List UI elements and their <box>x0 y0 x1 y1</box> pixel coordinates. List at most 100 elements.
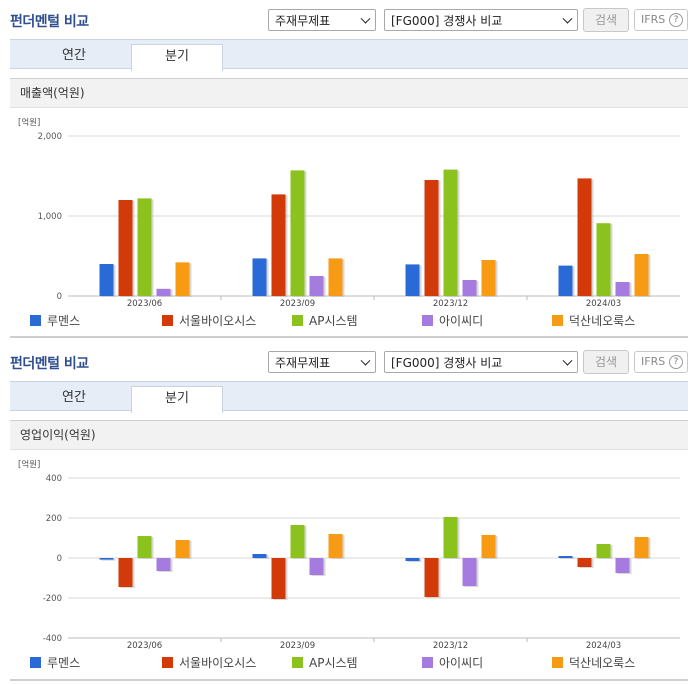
bar <box>271 194 286 296</box>
panel-header: 펀더멘털 비교 주재무제표 [FG000] 경쟁사 비교 검색 IFRS ? <box>0 0 696 38</box>
panel-operating-profit: 펀더멘털 비교 주재무제표 [FG000] 경쟁사 비교 검색 IFRS ? 연… <box>0 342 696 684</box>
legend-label: AP시스템 <box>309 656 358 670</box>
y-tick-label: 200 <box>46 514 62 524</box>
period-tabs: 연간 분기 <box>10 381 688 413</box>
legend-label: 덕산네오룩스 <box>569 314 636 328</box>
bar <box>328 258 343 296</box>
bar <box>99 558 114 560</box>
legend-item[interactable]: 루멘스 <box>30 654 80 671</box>
legend-swatch <box>292 315 303 326</box>
bar <box>156 558 171 571</box>
statement-type-select[interactable]: 주재무제표 <box>268 9 376 31</box>
unit-label: [억원] <box>18 117 40 128</box>
search-button[interactable]: 검색 <box>583 350 629 374</box>
legend-label: 서울바이오시스 <box>179 314 257 328</box>
chart-legend: 루멘스 서울바이오시스 AP시스템 아이씨디 덕산네오룩스 <box>30 654 690 670</box>
legend-item[interactable]: 아이씨디 <box>422 654 483 671</box>
legend-swatch <box>292 657 303 668</box>
bar <box>156 288 171 296</box>
search-button[interactable]: 검색 <box>583 8 629 32</box>
legend-label: 서울바이오시스 <box>179 656 257 670</box>
comparison-group-value: [FG000] 경쟁사 비교 <box>391 14 503 28</box>
x-tick-label: 2024/03 <box>586 641 621 651</box>
bar <box>481 260 496 296</box>
bar <box>577 178 592 296</box>
legend-item[interactable]: 덕산네오룩스 <box>552 654 635 671</box>
bar <box>481 535 496 558</box>
chevron-down-icon <box>562 13 573 24</box>
legend-item[interactable]: 덕산네오룩스 <box>552 312 635 329</box>
section-title: 매출액(억원) <box>10 78 688 108</box>
y-tick-label: -400 <box>43 634 62 644</box>
bar <box>462 280 477 296</box>
bar <box>118 558 133 587</box>
bar <box>405 558 420 561</box>
x-tick-label: 2023/06 <box>127 299 162 306</box>
y-tick-label: 2,000 <box>38 132 62 142</box>
legend-swatch <box>422 315 433 326</box>
comparison-group-value: [FG000] 경쟁사 비교 <box>391 356 503 370</box>
x-tick-label: 2023/06 <box>127 641 162 651</box>
bar <box>252 258 267 296</box>
tab-quarterly[interactable]: 분기 <box>131 44 223 71</box>
bar <box>137 198 152 296</box>
bar <box>405 264 420 296</box>
revenue-chart: [억원] 0 1,000 2,000 2023/06 2023/09 2023/12 2024… <box>18 117 680 306</box>
legend-swatch <box>422 657 433 668</box>
chart-legend: 루멘스 서울바이오시스 AP시스템 아이씨디 덕산네오룩스 <box>30 312 690 328</box>
x-tick-label: 2023/12 <box>433 299 468 306</box>
x-tick-label: 2023/09 <box>280 641 315 651</box>
divider <box>10 679 688 681</box>
statement-type-value: 주재무제표 <box>275 356 331 370</box>
bar <box>443 169 458 296</box>
legend-item[interactable]: AP시스템 <box>292 312 358 329</box>
bar <box>271 558 286 599</box>
bar <box>252 554 267 558</box>
legend-swatch <box>552 315 563 326</box>
statement-type-value: 주재무제표 <box>275 14 331 28</box>
legend-item[interactable]: AP시스템 <box>292 654 358 671</box>
ifrs-button[interactable]: IFRS ? <box>634 9 688 31</box>
legend-swatch <box>162 315 173 326</box>
help-icon[interactable]: ? <box>669 13 683 27</box>
chevron-down-icon <box>360 13 371 24</box>
panel-revenue: 펀더멘털 비교 주재무제표 [FG000] 경쟁사 비교 검색 IFRS ? 연… <box>0 0 696 338</box>
tab-quarterly[interactable]: 분기 <box>131 386 223 413</box>
bar <box>558 265 573 296</box>
bar <box>290 525 305 558</box>
y-tick-label: 1,000 <box>38 212 62 222</box>
comparison-group-select[interactable]: [FG000] 경쟁사 비교 <box>384 9 578 31</box>
legend-label: 아이씨디 <box>439 314 484 328</box>
unit-label: [억원] <box>18 459 40 470</box>
section-title: 영업이익(억원) <box>10 420 688 450</box>
legend-swatch <box>552 657 563 668</box>
tab-annual[interactable]: 연간 <box>62 48 86 63</box>
tab-annual[interactable]: 연간 <box>62 390 86 405</box>
help-icon[interactable]: ? <box>669 355 683 369</box>
ifrs-button[interactable]: IFRS ? <box>634 351 688 373</box>
panel-header: 펀더멘털 비교 주재무제표 [FG000] 경쟁사 비교 검색 IFRS ? <box>0 342 696 380</box>
legend-item[interactable]: 서울바이오시스 <box>162 654 256 671</box>
bar <box>634 254 649 296</box>
legend-item[interactable]: 서울바이오시스 <box>162 312 256 329</box>
bar <box>462 558 477 586</box>
comparison-group-select[interactable]: [FG000] 경쟁사 비교 <box>384 351 578 373</box>
legend-swatch <box>30 657 41 668</box>
legend-swatch <box>30 315 41 326</box>
y-tick-label: 0 <box>57 554 62 564</box>
bar <box>424 180 439 296</box>
x-tick-label: 2023/12 <box>433 641 468 651</box>
bar <box>596 544 611 558</box>
y-tick-label: 400 <box>46 474 62 484</box>
operating-profit-chart: [억원] -400 -200 0 200 400 2023/06 2023/09 2023/12… <box>18 459 680 651</box>
legend-item[interactable]: 루멘스 <box>30 312 80 329</box>
bar <box>309 276 324 296</box>
y-tick-label: 0 <box>57 292 62 302</box>
statement-type-select[interactable]: 주재무제표 <box>268 351 376 373</box>
bar <box>118 200 133 296</box>
ifrs-label: IFRS <box>641 355 666 368</box>
bar <box>634 537 649 558</box>
legend-item[interactable]: 아이씨디 <box>422 312 483 329</box>
period-tabs: 연간 분기 <box>10 39 688 71</box>
legend-label: 루멘스 <box>47 314 81 328</box>
